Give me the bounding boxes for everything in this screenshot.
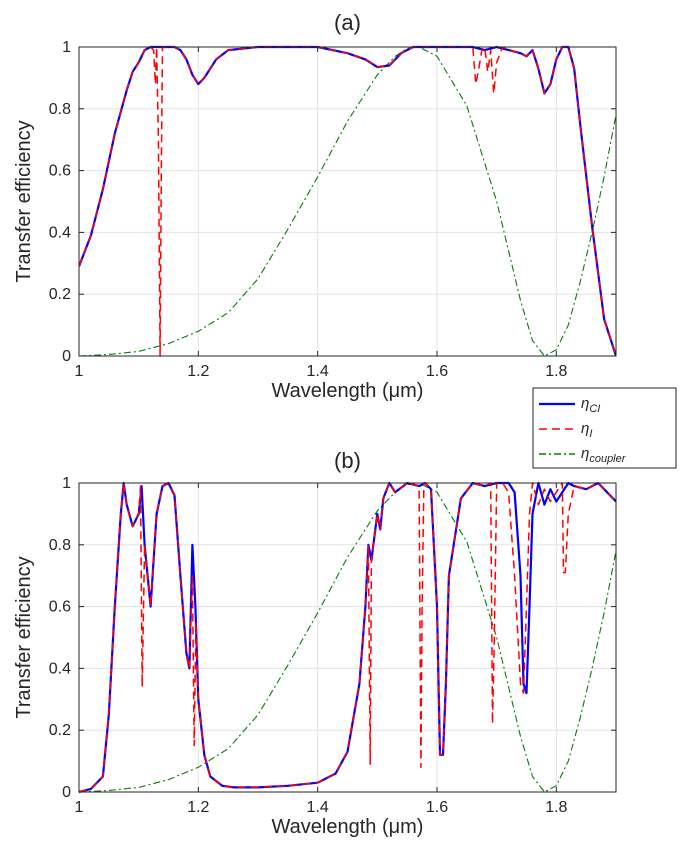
x-tick-label: 1.8 — [545, 799, 567, 816]
x-axis-label: Wavelength (μm) — [272, 816, 424, 838]
y-tick-label: 0.6 — [49, 163, 71, 180]
panel-title: (b) — [334, 448, 361, 473]
x-tick-label: 1.4 — [307, 799, 329, 816]
x-tick-label: 1.2 — [187, 799, 209, 816]
x-tick-label: 1.6 — [426, 363, 448, 380]
x-tick-label: 1.6 — [426, 799, 448, 816]
chart-panel-a: 1 1.2 1.4 1.6 1.8 0 0.2 0.4 0.6 0.8 1 (a) Wavelength… — [13, 10, 617, 402]
legend-label-subscript: coupler — [589, 453, 626, 465]
x-tick-label: 1 — [75, 799, 84, 816]
y-axis-label: Transfer efficiency — [13, 556, 35, 718]
y-tick-label: 0.4 — [49, 660, 71, 677]
panel-title: (a) — [334, 10, 361, 35]
legend-label-subscript: CI — [589, 403, 600, 415]
y-tick-label: 0 — [62, 784, 71, 801]
x-axis-label: Wavelength (μm) — [272, 380, 424, 402]
plot-frame — [78, 482, 617, 793]
x-tick-label: 1.2 — [187, 363, 209, 380]
y-tick-label: 0.8 — [49, 537, 71, 554]
y-tick-label: 0.6 — [49, 599, 71, 616]
legend-label-subscript: I — [589, 428, 592, 440]
y-axis-label: Transfer efficiency — [13, 120, 35, 282]
y-tick-label: 0.8 — [49, 101, 71, 118]
x-tick-label: 1.4 — [307, 363, 329, 380]
series-group — [79, 481, 616, 794]
x-tick-label: 1 — [75, 363, 84, 380]
y-tick-label: 0.4 — [49, 224, 71, 241]
x-tick-label: 1.8 — [545, 363, 567, 380]
y-tick-label: 0.2 — [49, 722, 71, 739]
series-line-eta-i — [79, 482, 616, 793]
y-tick-label: 0.2 — [49, 286, 71, 303]
plot-frame — [78, 46, 617, 357]
chart-panel-b: 1 1.2 1.4 1.6 1.8 0 0.2 0.4 0.6 0.8 1 (b) Wavelength… — [13, 448, 617, 838]
y-tick-label: 1 — [62, 475, 71, 492]
series-line-eta-i — [79, 46, 616, 357]
y-tick-label: 0 — [62, 348, 71, 365]
legend-label: ηI — [581, 420, 592, 440]
y-tick-label: 1 — [62, 39, 71, 56]
